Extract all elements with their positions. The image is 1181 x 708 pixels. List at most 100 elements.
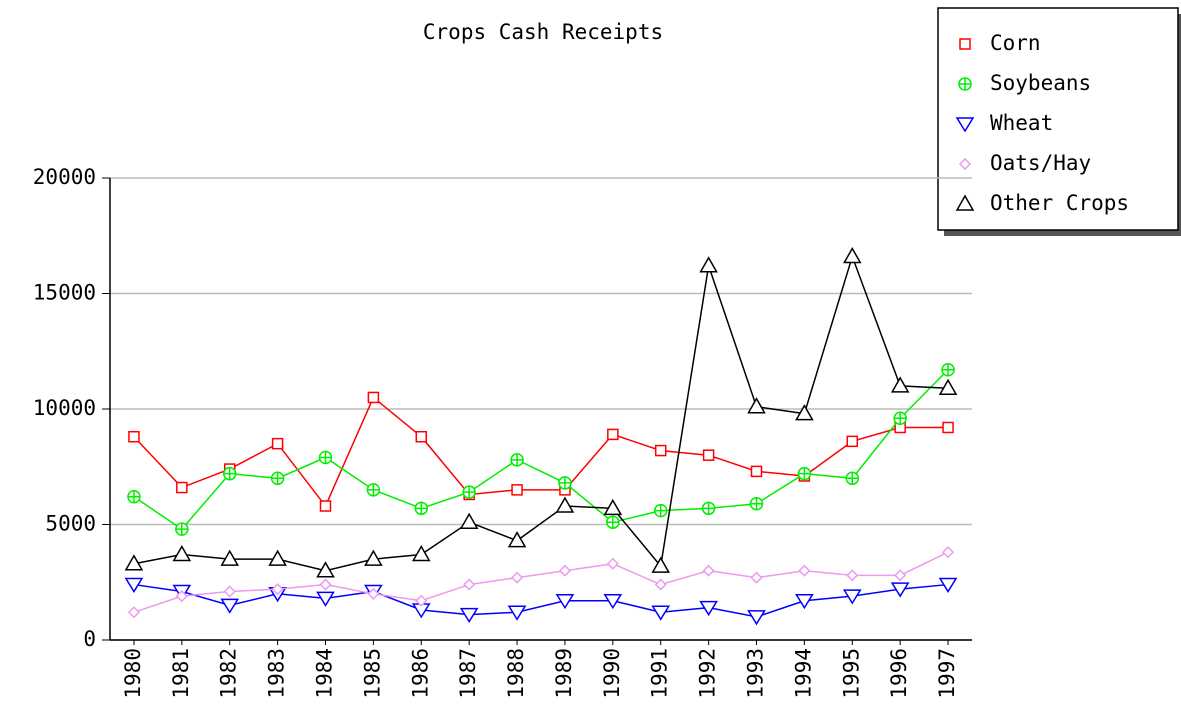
- x-tick-label: 1980: [121, 648, 145, 699]
- data-point: [654, 444, 667, 457]
- data-point: [319, 500, 332, 512]
- data-point: [271, 583, 284, 596]
- data-point: [268, 549, 287, 566]
- data-point: [701, 501, 716, 516]
- series-line: [133, 396, 949, 508]
- data-point: [555, 496, 575, 513]
- x-tick-label: 1985: [360, 648, 384, 699]
- data-point: [176, 481, 188, 494]
- data-point: [459, 607, 479, 624]
- x-tick-label: 1981: [169, 648, 193, 699]
- data-point: [127, 490, 141, 504]
- marker-cross: [319, 451, 332, 464]
- legend-label: Corn: [990, 31, 1041, 55]
- series-line: [133, 254, 949, 572]
- data-point: [511, 484, 523, 496]
- x-tick-label: 1994: [791, 648, 815, 699]
- data-point: [845, 471, 860, 486]
- data-point: [124, 554, 144, 571]
- x-tick-label: 1995: [839, 648, 863, 699]
- marker-cross: [798, 467, 811, 480]
- data-point: [415, 430, 428, 443]
- data-point: [220, 598, 240, 614]
- legend-label: Soybeans: [990, 71, 1091, 95]
- marker-cross: [606, 516, 619, 529]
- data-point: [798, 564, 811, 577]
- data-point: [128, 430, 140, 443]
- data-point: [223, 585, 236, 598]
- x-tick-label: 1997: [935, 648, 959, 699]
- legend-label: Oats/Hay: [990, 151, 1091, 175]
- data-point: [750, 465, 763, 478]
- x-tick-label: 1989: [552, 648, 576, 699]
- data-point: [941, 546, 955, 559]
- data-point: [124, 577, 144, 593]
- data-point: [367, 391, 380, 404]
- data-point: [747, 397, 766, 414]
- marker-cross: [271, 472, 284, 485]
- data-point: [462, 485, 476, 499]
- data-point: [319, 578, 332, 591]
- data-point: [941, 362, 955, 377]
- data-point: [797, 466, 812, 481]
- data-point: [172, 545, 192, 562]
- data-point: [271, 437, 284, 450]
- marker-cross: [127, 490, 140, 503]
- data-point: [507, 531, 527, 548]
- legend-marker: [959, 38, 971, 50]
- data-point: [366, 483, 381, 497]
- data-point: [890, 376, 910, 393]
- x-tick-label: 1988: [504, 648, 528, 699]
- x-tick-label: 1996: [887, 648, 911, 699]
- series-line: [133, 551, 949, 613]
- x-tick-label: 1992: [696, 648, 720, 699]
- legend-box: [937, 7, 1179, 231]
- marker-cross: [654, 504, 667, 517]
- data-point: [842, 589, 862, 605]
- marker-cross: [894, 412, 907, 425]
- x-tick-label: 1993: [744, 648, 768, 699]
- data-point: [603, 498, 623, 516]
- data-point: [699, 600, 718, 617]
- data-point: [942, 421, 954, 434]
- data-point: [558, 476, 572, 490]
- data-point: [316, 561, 335, 578]
- data-point: [270, 471, 285, 486]
- data-point: [558, 564, 572, 577]
- data-point: [747, 610, 766, 626]
- marker-cross: [846, 472, 859, 485]
- data-point: [606, 515, 620, 529]
- series-line: [133, 369, 949, 531]
- series-line: [133, 583, 949, 618]
- data-point: [459, 512, 479, 529]
- data-point: [364, 549, 383, 566]
- legend-label: Wheat: [990, 111, 1053, 135]
- legend-marker: [955, 117, 975, 133]
- marker-cross: [367, 483, 380, 496]
- data-point: [846, 569, 859, 582]
- data-point: [702, 564, 715, 577]
- marker-cross: [558, 476, 571, 489]
- data-point: [702, 449, 715, 461]
- data-point: [894, 569, 907, 582]
- x-tick-label: 1991: [648, 648, 672, 699]
- data-point: [842, 247, 862, 264]
- data-point: [463, 578, 476, 591]
- data-point: [318, 450, 333, 465]
- marker-cross: [959, 78, 971, 90]
- data-point: [651, 605, 671, 621]
- legend-marker: [955, 194, 975, 211]
- data-point: [555, 593, 575, 610]
- data-point: [653, 503, 668, 518]
- data-point: [893, 411, 907, 425]
- x-tick-label: 1990: [600, 648, 624, 699]
- data-point: [607, 428, 619, 441]
- y-tick-label: 20000: [33, 165, 96, 189]
- x-tick-label: 1984: [313, 648, 337, 699]
- marker-cross: [750, 497, 763, 510]
- data-point: [938, 577, 958, 593]
- data-point: [411, 545, 431, 562]
- data-point: [510, 453, 524, 467]
- legend-marker: [958, 77, 972, 91]
